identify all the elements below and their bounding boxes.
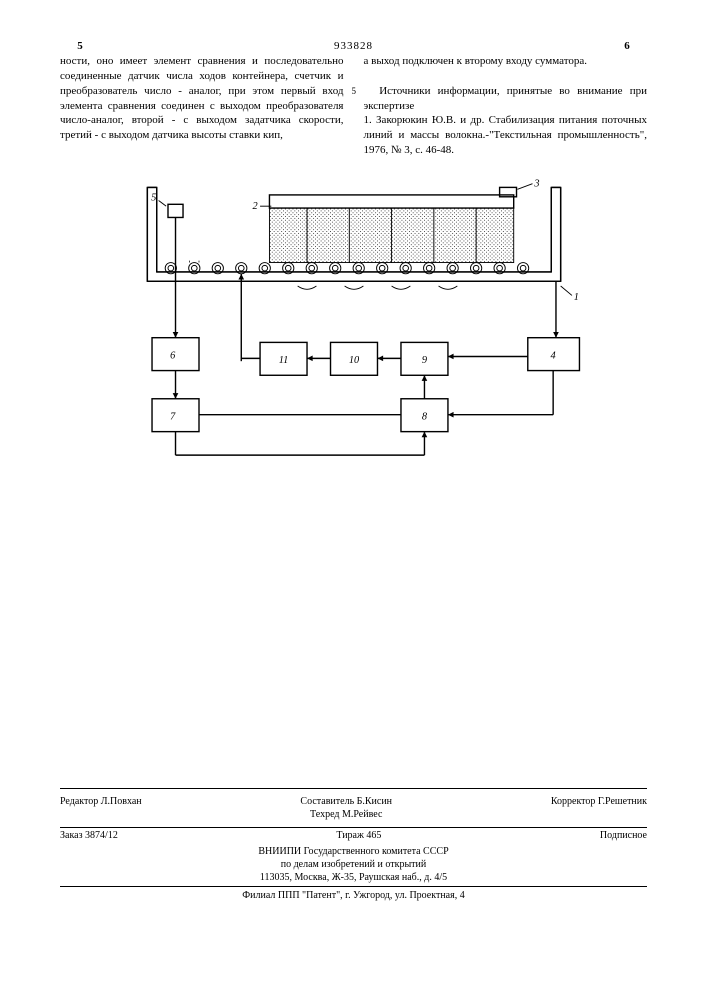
- schematic-diagram: 2 3 5: [104, 178, 604, 488]
- diagram-label-7: 7: [170, 411, 176, 422]
- flow-arrows: [297, 286, 457, 289]
- diagram-label-5: 5: [151, 192, 156, 203]
- diagram-label-4: 4: [550, 350, 555, 361]
- right-p1: а выход подключен к второму входу суммат…: [364, 55, 588, 67]
- tirazh: Тираж 465: [336, 830, 381, 841]
- org-line-1: ВНИИПИ Государственного комитета СССР: [60, 845, 647, 858]
- doc-number: 933828: [100, 40, 607, 52]
- text-column-right: а выход подключен к второму входу суммат…: [364, 54, 648, 158]
- bale-group: [269, 208, 513, 262]
- page-col-5: 5: [60, 40, 100, 52]
- page-col-6: 6: [607, 40, 647, 52]
- diagram-label-10: 10: [348, 355, 359, 366]
- diagram-label-2: 2: [252, 201, 257, 212]
- diagram-label-8: 8: [421, 411, 427, 422]
- diagram-label-3: 3: [533, 178, 539, 189]
- diagram-label-1: 1: [573, 292, 578, 303]
- org-line-2: по делам изобретений и открытий: [60, 858, 647, 871]
- diagram-label-9: 9: [421, 355, 426, 366]
- line-marker-5: 5: [352, 86, 357, 96]
- reference-1: 1. Закорюкин Ю.В. и др. Стабилизация пит…: [364, 114, 648, 156]
- order-number: Заказ 3874/12: [60, 830, 118, 841]
- sources-heading: Источники информации, принятые во вниман…: [364, 85, 648, 112]
- corrector: Корректор Г.Решетник: [551, 795, 647, 821]
- branch-line: Филиал ППП "Патент", г. Ужгород, ул. Про…: [60, 889, 647, 902]
- org-address: 113035, Москва, Ж-35, Раушская наб., д. …: [60, 871, 647, 884]
- text-column-left: ности, оно имеет элемент сравнения и пос…: [60, 54, 344, 158]
- diagram-label-6: 6: [170, 350, 176, 361]
- imprint-block: Редактор Л.Повхан Составитель Б.Кисин Те…: [60, 788, 647, 904]
- subscription: Подписное: [600, 830, 647, 841]
- diagram-label-11: 11: [278, 355, 288, 366]
- compiler-techred: Составитель Б.Кисин Техред М.Рейвес: [300, 795, 392, 821]
- editor: Редактор Л.Повхан: [60, 795, 142, 821]
